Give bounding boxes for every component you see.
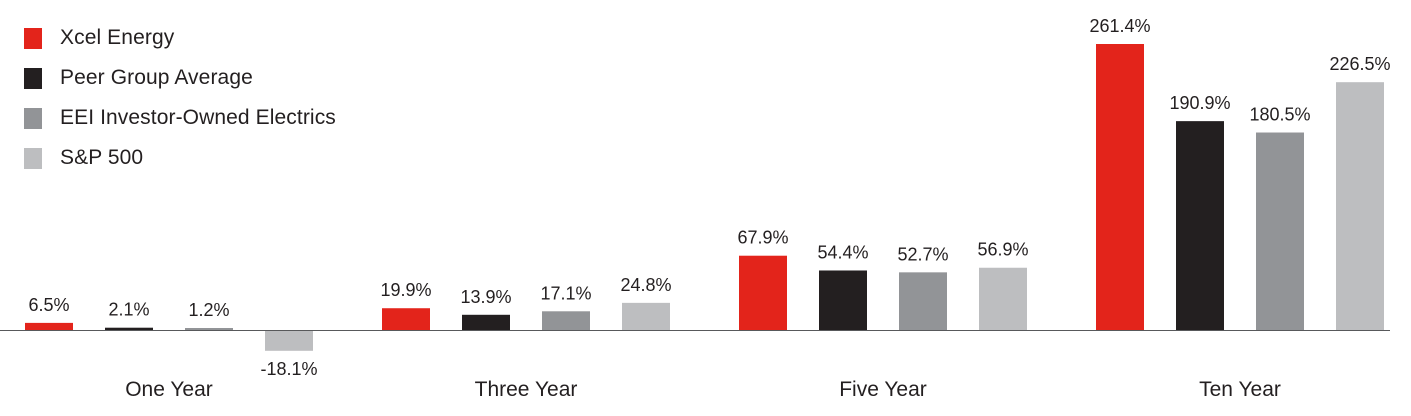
legend-swatch [24,27,42,49]
data-label: 226.5% [1329,54,1390,74]
data-label: 13.9% [460,287,511,307]
data-label: 1.2% [188,300,229,320]
category-label: Ten Year [1199,378,1281,401]
bar [622,302,670,330]
data-label: 52.7% [897,244,948,264]
bar [739,255,787,330]
data-label: 2.1% [108,300,149,320]
legend-swatch [24,67,42,89]
data-label: 180.5% [1249,105,1310,125]
data-label: 261.4% [1089,16,1150,36]
bar [25,322,73,330]
data-label: 67.9% [737,228,788,248]
bar [819,270,867,330]
data-label: 19.9% [380,280,431,300]
bar [382,308,430,330]
data-label: -18.1% [260,359,317,379]
legend-item: S&P 500 [24,138,336,178]
bar [105,327,153,330]
data-label: 24.8% [620,275,671,295]
legend-label: Xcel Energy [60,26,175,49]
legend-label: Peer Group Average [60,66,253,89]
bar [462,314,510,330]
category-label: One Year [125,378,213,401]
legend-swatch [24,147,42,169]
data-label: 17.1% [540,283,591,303]
data-label: 190.9% [1169,93,1230,113]
bar [1256,132,1304,330]
legend-item: Xcel Energy [24,18,336,58]
bar [1176,121,1224,330]
bar [979,267,1027,330]
bar [1096,44,1144,330]
legend-label: S&P 500 [60,146,144,169]
bar [185,328,233,330]
data-label: 6.5% [28,295,69,315]
category-label: Five Year [839,378,927,401]
data-label: 56.9% [977,240,1028,260]
bar [1336,82,1384,331]
data-label: 54.4% [817,242,868,262]
bar [265,331,313,351]
legend-item: EEI Investor-Owned Electrics [24,98,336,138]
bar [542,311,590,330]
legend-label: EEI Investor-Owned Electrics [60,106,336,129]
category-label: Three Year [475,378,578,401]
legend-item: Peer Group Average [24,58,336,98]
legend: Xcel Energy Peer Group Average EEI Investo… [24,18,336,178]
legend-swatch [24,107,42,129]
bar [899,272,947,330]
